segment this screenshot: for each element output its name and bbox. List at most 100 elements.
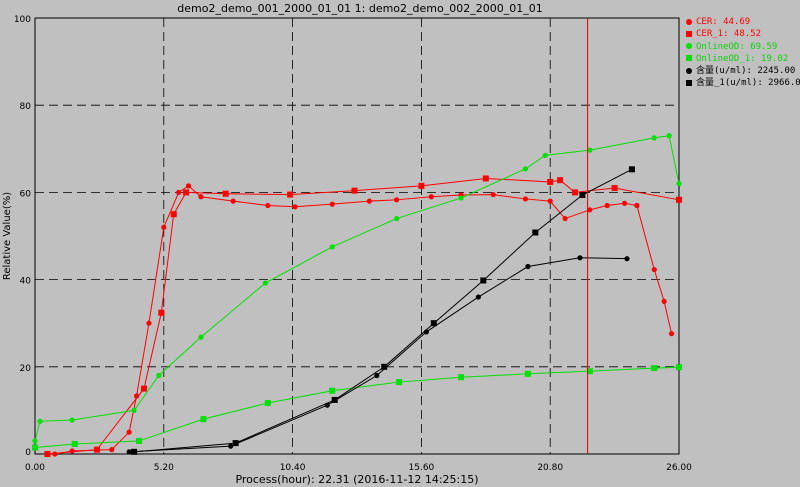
legend-marker-icon (686, 43, 692, 50)
x-tick-label: 26.00 (666, 463, 692, 473)
data-point (232, 440, 239, 447)
data-point (170, 211, 177, 218)
data-point (381, 363, 388, 370)
data-point (329, 244, 335, 250)
legend-marker-icon (686, 30, 692, 37)
data-point (542, 152, 548, 158)
data-point (577, 255, 583, 261)
legend-entry: OnlineOD_1: 19.02 (686, 53, 800, 65)
data-point (200, 416, 207, 423)
data-point (475, 294, 481, 300)
data-point (651, 135, 657, 141)
data-point (262, 280, 268, 286)
chart-title: demo2_demo_001_2000_01_01 1: demo2_demo_… (177, 2, 543, 15)
data-point (222, 190, 229, 197)
data-point (547, 198, 553, 204)
data-point (292, 204, 298, 210)
x-tick-label: 15.60 (409, 463, 435, 473)
series-line-3 (34, 366, 680, 448)
data-point (351, 187, 358, 194)
data-point (676, 364, 682, 371)
data-point (587, 207, 593, 213)
data-point (394, 215, 400, 222)
data-point (131, 407, 137, 413)
data-point (331, 396, 338, 403)
data-point (571, 189, 578, 196)
series-line-1 (47, 177, 680, 455)
data-point (586, 368, 593, 375)
data-point (140, 385, 147, 392)
data-point (329, 201, 335, 207)
data-point (228, 443, 234, 449)
legend-label: CER_1: 48.52 (696, 29, 762, 40)
y-tick-label: 0 (25, 448, 31, 458)
legend-marker-icon (686, 67, 692, 74)
y-tick-label: 40 (20, 277, 32, 287)
data-point (158, 309, 165, 316)
data-point (624, 256, 630, 262)
legend-entry: 含量(u/ml): 2245.00 (686, 65, 800, 77)
data-point (651, 365, 658, 372)
data-point (183, 189, 190, 196)
data-point (579, 192, 586, 199)
data-point (676, 181, 682, 187)
data-point (374, 372, 380, 379)
data-point (198, 334, 204, 340)
y-tick-label: 80 (20, 102, 32, 112)
legend-label: CER: 44.69 (696, 17, 751, 27)
x-tick-label: 20.80 (537, 463, 563, 473)
x-axis-label: Process(hour): 22.31 (2016-11-12 14:25:1… (235, 473, 479, 486)
data-point (458, 195, 464, 201)
y-tick-label: 60 (20, 189, 32, 199)
data-point (126, 429, 132, 435)
legend: CER: 44.69 CER_1: 48.52 OnlineOD: 69.59 Onl… (686, 16, 800, 90)
data-point (418, 182, 425, 189)
x-tick-label: 10.40 (280, 463, 306, 473)
data-point (430, 320, 437, 327)
data-point (264, 399, 271, 406)
data-point (668, 331, 675, 337)
data-point (490, 191, 496, 198)
data-point (604, 202, 610, 209)
legend-label: 含量_1(u/ml): 2966.00 (696, 78, 800, 89)
data-point (666, 133, 672, 139)
x-tick-label: 5.20 (154, 463, 174, 473)
data-point (71, 440, 78, 447)
data-point (532, 229, 539, 236)
data-point (651, 266, 657, 273)
x-tick-label: 0.00 (25, 463, 45, 473)
data-point (458, 374, 465, 381)
data-point (185, 183, 192, 189)
data-point (522, 196, 529, 202)
data-point (557, 177, 564, 184)
data-point (611, 185, 618, 192)
data-point (547, 178, 554, 185)
data-point (287, 191, 294, 198)
data-point (136, 437, 143, 444)
data-point (428, 194, 434, 200)
data-point (661, 298, 667, 304)
data-point (93, 446, 100, 453)
legend-marker-icon (686, 18, 692, 25)
data-point (628, 166, 635, 173)
data-point (32, 444, 38, 451)
legend-entry: CER_1: 48.52 (686, 28, 800, 40)
data-point (676, 196, 682, 203)
data-point (44, 451, 51, 457)
data-point (265, 202, 271, 209)
data-point (230, 198, 236, 204)
data-point (522, 166, 529, 172)
data-point (126, 449, 132, 455)
data-point (480, 277, 487, 284)
data-point (198, 194, 204, 200)
data-point (156, 372, 162, 379)
y-tick-label: 20 (20, 364, 32, 374)
data-point (131, 448, 138, 455)
data-point (69, 417, 75, 423)
legend-marker-icon (686, 55, 692, 62)
data-point (176, 189, 182, 195)
legend-entry: CER: 44.69 (686, 16, 800, 28)
legend-entry: 含量_1(u/ml): 2966.00 (686, 77, 800, 89)
data-point (37, 418, 43, 424)
